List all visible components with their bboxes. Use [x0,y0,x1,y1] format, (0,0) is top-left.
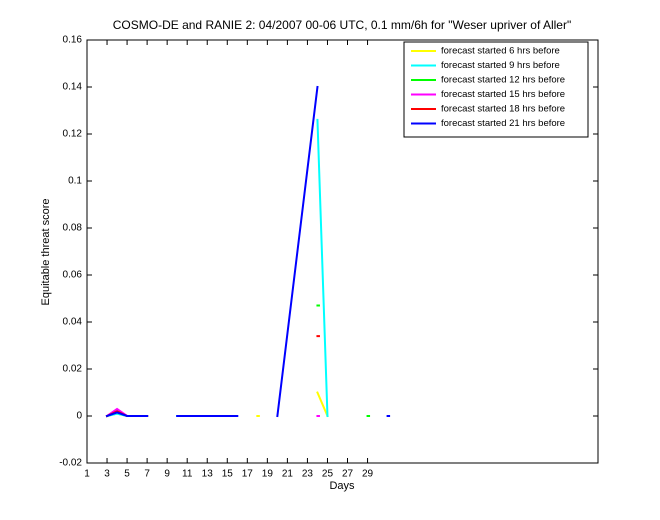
legend-label: forecast started 6 hrs before [441,46,560,57]
y-tick-label: 0.1 [68,176,82,187]
x-tick-label: 25 [322,469,334,480]
y-tick-label: 0.02 [63,364,83,375]
series-line [105,85,391,418]
y-tick-label: 0.12 [63,129,83,140]
x-axis-label: Days [329,480,355,492]
x-tick-label: 27 [342,469,354,480]
x-tick-label: 23 [302,469,314,480]
x-tick-label: 5 [124,469,130,480]
x-tick-label: 17 [242,469,254,480]
x-tick-label: 7 [144,469,150,480]
x-tick-label: 3 [104,469,110,480]
legend-label: forecast started 9 hrs before [441,60,560,71]
y-tick-label: -0.02 [59,458,82,469]
legend-box [403,41,589,138]
y-axis-label: Equitable threat score [40,198,52,305]
x-tick-label: 11 [182,469,193,480]
legend-label: forecast started 21 hrs before [441,118,565,129]
legend-label: forecast started 15 hrs before [441,89,565,100]
x-tick-label: 21 [282,469,294,480]
y-tick-label: 0.06 [63,270,83,281]
legend-label: forecast started 12 hrs before [441,75,565,86]
x-tick-label: 1 [84,469,90,480]
y-tick-label: 0.08 [63,223,83,234]
chart-title: COSMO-DE and RANIE 2: 04/2007 00-06 UTC,… [113,18,571,32]
x-tick-label: 19 [262,469,274,480]
x-tick-label: 9 [164,469,170,480]
x-tick-label: 15 [222,469,234,480]
y-tick-label: 0.14 [63,82,83,93]
y-tick-label: 0.04 [63,317,83,328]
y-tick-label: 0 [76,411,82,422]
x-tick-label: 29 [362,469,374,480]
y-tick-label: 0.16 [63,35,83,46]
x-tick-label: 13 [202,469,214,480]
legend-label: forecast started 18 hrs before [441,104,565,115]
